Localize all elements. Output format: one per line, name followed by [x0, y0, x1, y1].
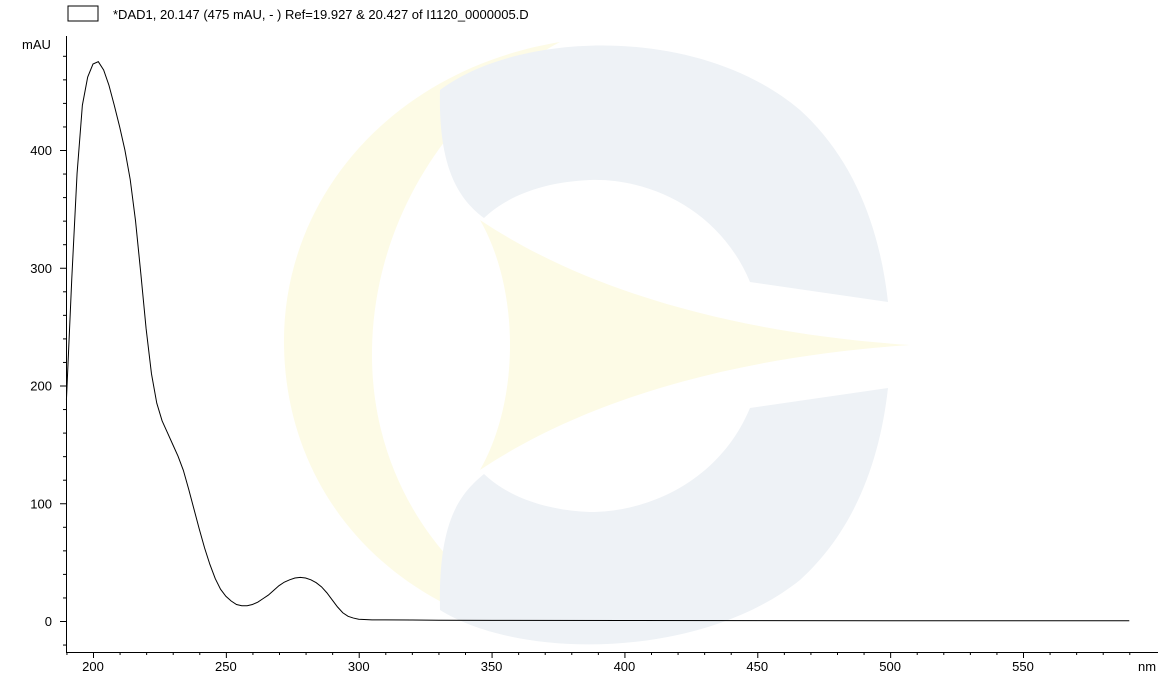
y-tick-label: 300 [30, 261, 52, 276]
legend: *DAD1, 20.147 (475 mAU, - ) Ref=19.927 &… [67, 5, 529, 22]
x-tick-label: 300 [348, 659, 370, 674]
x-tick-label: 450 [746, 659, 768, 674]
legend-label: *DAD1, 20.147 (475 mAU, - ) Ref=19.927 &… [113, 7, 529, 22]
y-tick-label: 200 [30, 379, 52, 394]
watermark-blue-arc-bottom [439, 388, 888, 645]
y-ticks: 0 100 200 300 400 [30, 55, 66, 646]
x-ticks: 200 250 300 350 400 450 500 550 [66, 652, 1131, 674]
spectrum-line [65, 61, 1130, 622]
x-tick-label: 200 [82, 659, 104, 674]
x-tick-label: 400 [614, 659, 636, 674]
y-axis-unit: mAU [22, 37, 51, 52]
watermark-wedge [480, 220, 910, 470]
x-tick-label: 250 [215, 659, 237, 674]
legend-swatch [67, 5, 99, 22]
watermark-blue-arc-top [439, 45, 888, 303]
x-axis-unit: nm [1138, 659, 1156, 674]
x-tick-label: 500 [879, 659, 901, 674]
y-tick-label: 0 [45, 614, 52, 629]
y-tick-label: 400 [30, 143, 52, 158]
x-tick-label: 350 [481, 659, 503, 674]
watermark-yellow-crescent [283, 42, 580, 642]
watermark-logo [283, 42, 910, 645]
x-tick-label: 550 [1012, 659, 1034, 674]
y-tick-label: 100 [30, 496, 52, 511]
